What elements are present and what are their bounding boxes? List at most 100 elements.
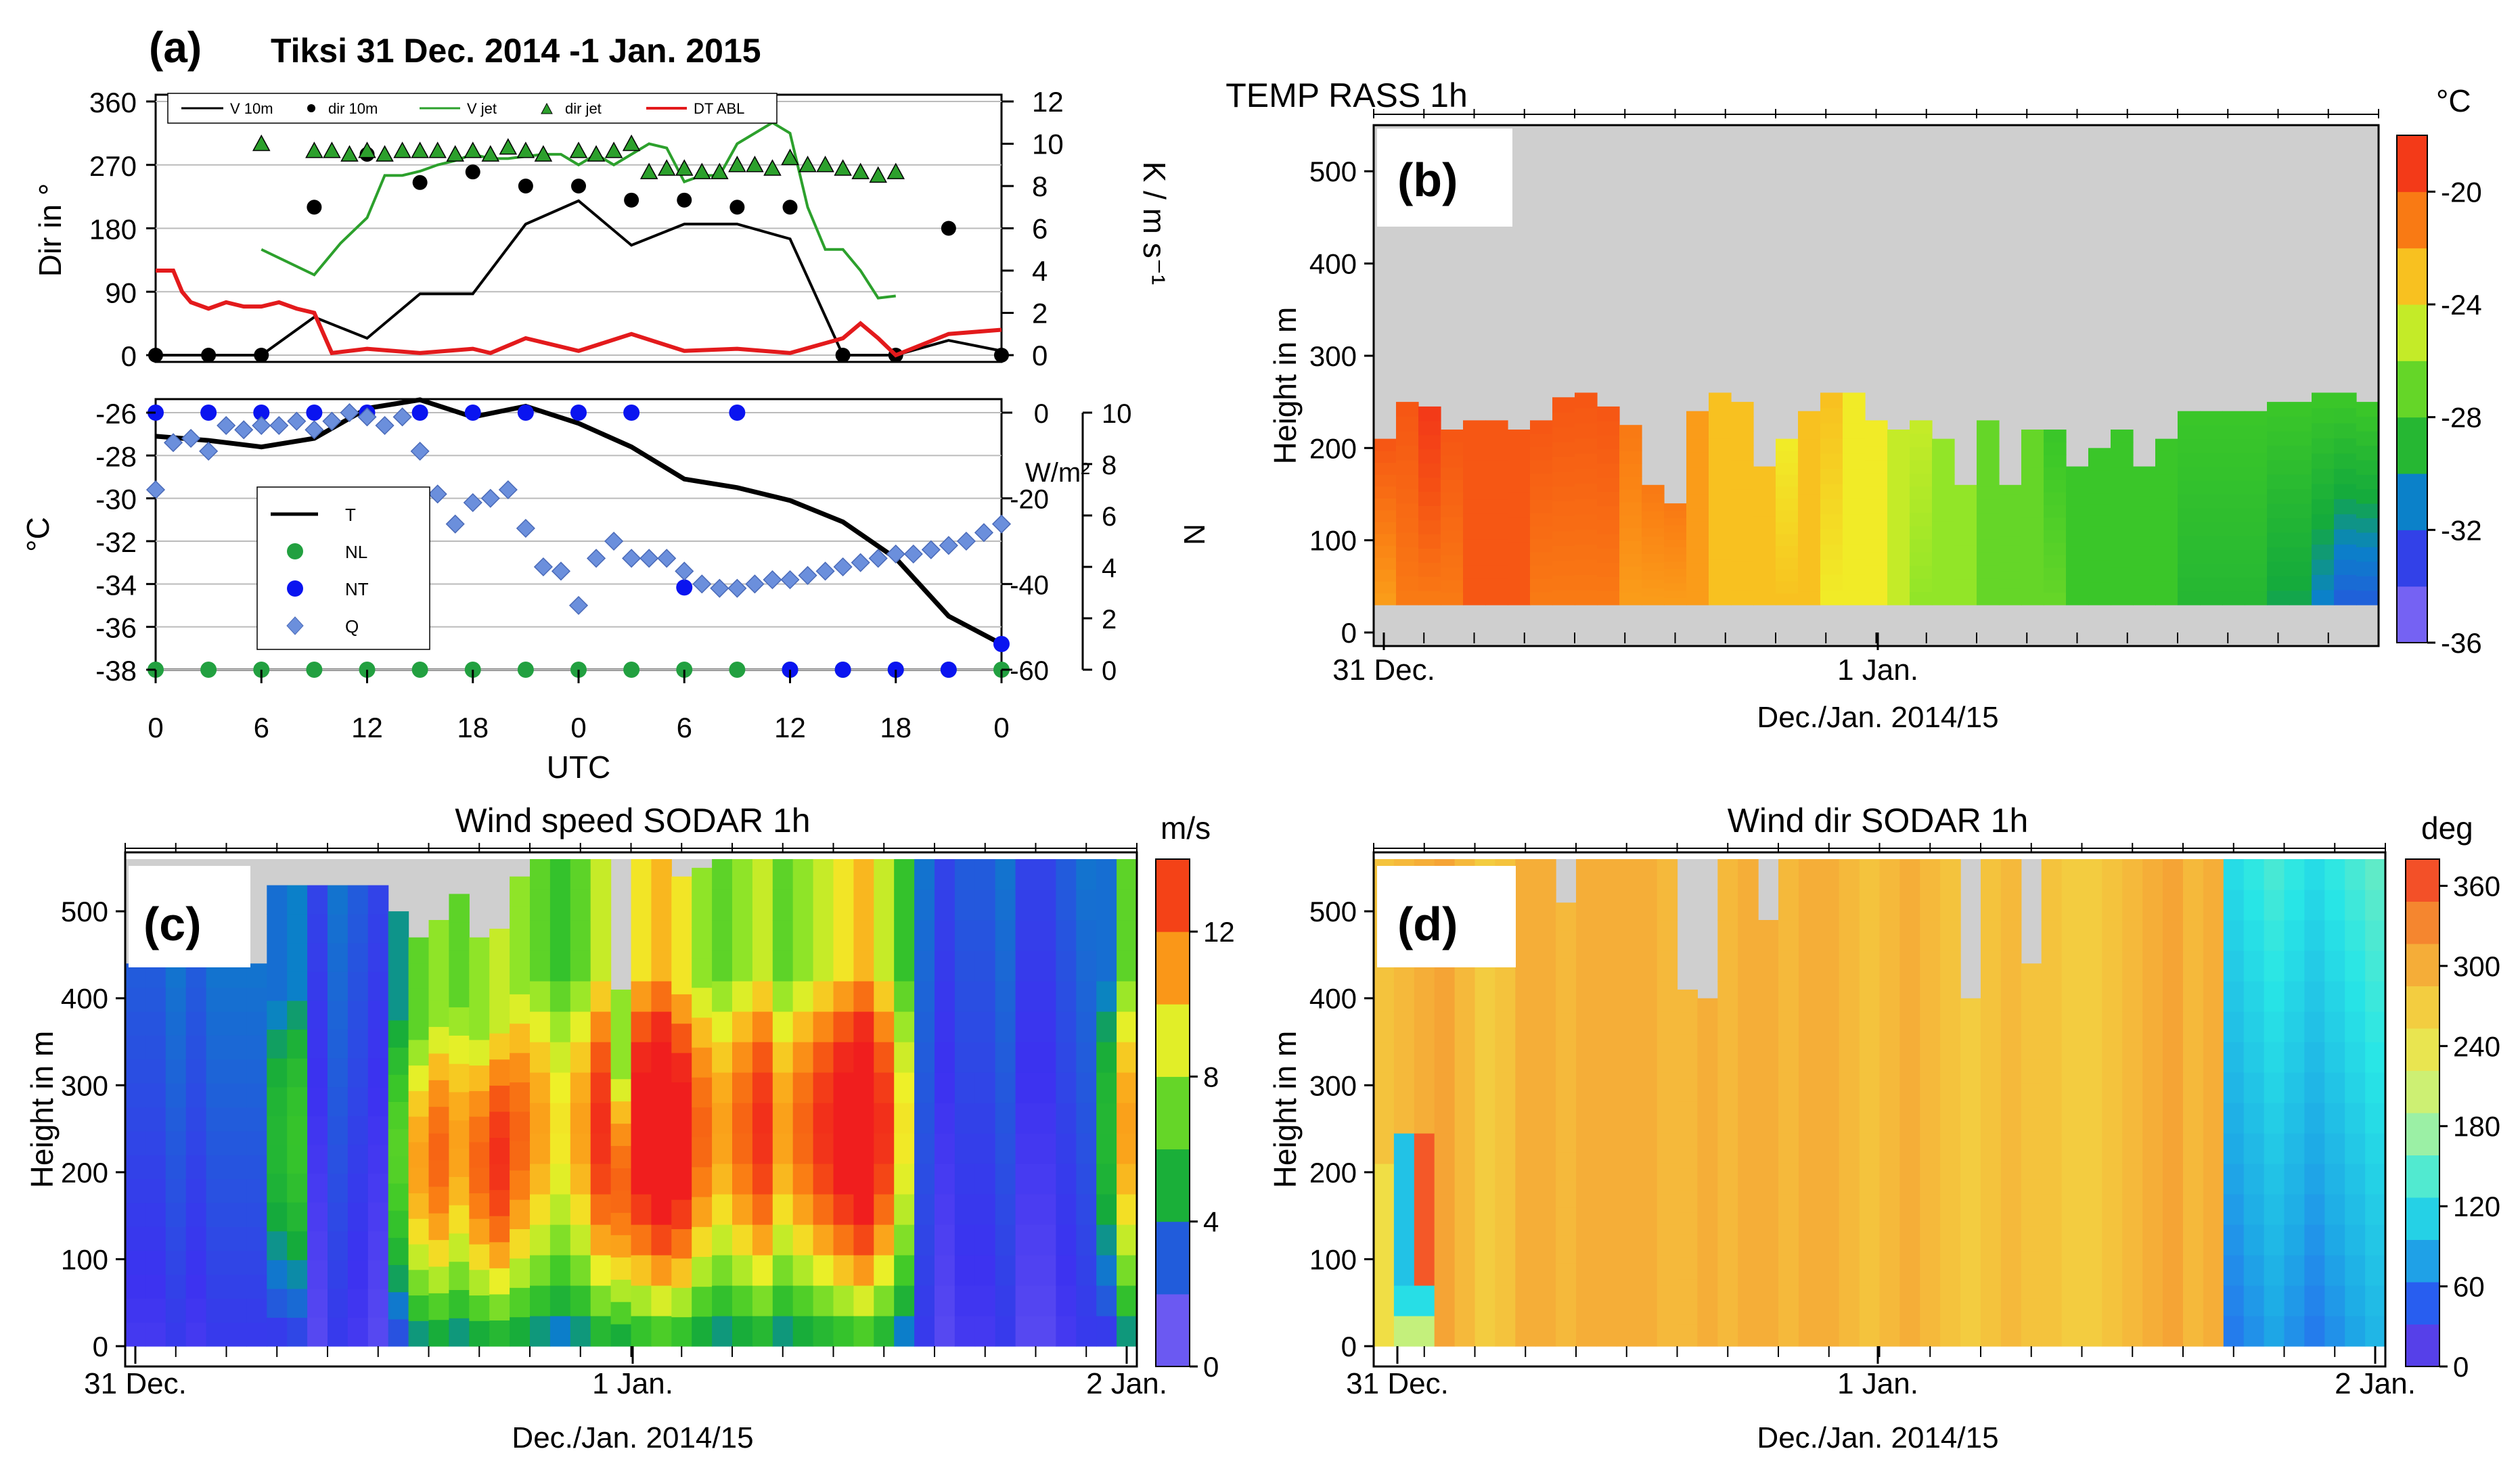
rass-cell <box>1798 466 1821 481</box>
sodar-speed-cell <box>651 1103 672 1134</box>
rass-cell <box>1552 575 1575 591</box>
sodar-speed-cell <box>935 1133 955 1164</box>
sodar-dir-cell <box>2021 1178 2042 1203</box>
sodar-speed-cell <box>549 1164 571 1195</box>
sodar-speed-cell <box>671 1053 692 1083</box>
rass-cell <box>2111 430 2134 443</box>
sodar-speed-cell <box>510 994 531 1024</box>
sodar-speed-cell <box>935 1316 955 1347</box>
sodar-speed-cell <box>489 1111 510 1138</box>
sodar-speed-cell <box>185 1035 207 1060</box>
sodar-dir-cell <box>1859 1133 1881 1164</box>
sodar-dir-cell <box>1636 859 1658 890</box>
sodar-speed-cell <box>549 890 571 921</box>
sodar-speed-cell <box>125 1035 146 1060</box>
sodar-speed-cell <box>307 1000 328 1030</box>
sodar-speed-cell <box>1076 920 1097 951</box>
sodar-speed-cell <box>246 1130 267 1155</box>
sodar-dir-cell <box>2203 1072 2224 1103</box>
sodar-dir-cell <box>1636 1194 1658 1225</box>
sodar-dir-cell <box>1454 1255 1476 1286</box>
yticklabel: 0 <box>93 1331 108 1362</box>
sodar-dir-cell <box>1677 1235 1698 1258</box>
sodar-dir-cell <box>1738 950 1759 982</box>
sodar-speed-cell <box>590 1255 612 1286</box>
colorbar-bin <box>2397 361 2427 418</box>
panel-b-cbar-unit: °C <box>2436 83 2471 118</box>
sodar-speed-cell <box>1076 1072 1097 1103</box>
sodar-dir-cell <box>1758 1319 1779 1347</box>
sodar-speed-cell <box>894 1224 915 1256</box>
sodar-speed-cell <box>449 1091 470 1121</box>
sodar-speed-cell <box>449 1148 470 1177</box>
rass-cell <box>2044 555 2067 568</box>
sodar-dir-cell <box>1738 1011 1759 1042</box>
sodar-speed-cell <box>692 867 713 898</box>
sodar-dir-cell <box>1576 920 1597 951</box>
dirjet-point <box>622 134 641 152</box>
sodar-speed-cell <box>995 981 1016 1012</box>
rass-cell <box>2066 565 2089 576</box>
sodar-dir-cell <box>1940 1011 1961 1042</box>
sodar-dir-cell <box>1596 1133 1617 1164</box>
sodar-dir-cell <box>2223 1042 2245 1073</box>
dirjet-point <box>711 162 729 179</box>
sodar-speed-cell <box>287 971 308 1001</box>
rass-cell <box>1575 438 1598 454</box>
sodar-dir-cell <box>2365 1255 2386 1286</box>
legend-nl: NL <box>345 542 367 562</box>
rass-cell <box>1441 505 1464 518</box>
sodar-speed-cell <box>367 1202 389 1232</box>
sodar-speed-cell <box>853 859 874 890</box>
rass-cell <box>1820 392 1843 409</box>
rass-cell <box>2200 535 2223 550</box>
dir10m-point <box>465 164 480 180</box>
sodar-dir-cell <box>1535 1011 1556 1042</box>
panel-a-top-yticklabel-right: 6 <box>1032 213 1048 245</box>
rass-cell <box>1753 565 1776 576</box>
rass-cell <box>2312 559 2335 575</box>
rass-cell <box>2021 530 2044 543</box>
rass-cell <box>2245 411 2268 426</box>
rass-cell <box>2334 574 2357 591</box>
colorbar-ticklabel: 240 <box>2453 1030 2500 1062</box>
rass-cell <box>2021 542 2044 555</box>
rass-cell <box>1619 451 1642 464</box>
sodar-speed-cell <box>246 1322 267 1347</box>
rass-cell <box>2222 480 2245 495</box>
sodar-dir-cell <box>2102 890 2123 921</box>
sodar-dir-cell <box>1778 1194 1799 1225</box>
rass-cell <box>1954 528 1977 537</box>
sodar-speed-cell <box>510 1287 531 1318</box>
panel-a-top-yticklabel-left: 180 <box>89 214 137 246</box>
sodar-speed-cell <box>894 1103 915 1134</box>
sodar-speed-cell <box>125 963 146 988</box>
sodar-dir-cell <box>2264 1103 2285 1134</box>
rass-cell <box>1977 526 2000 540</box>
sodar-speed-cell <box>651 1042 672 1073</box>
series-line-v-jet <box>261 120 896 300</box>
sodar-dir-cell <box>1697 1085 1718 1108</box>
sodar-speed-cell <box>894 1072 915 1103</box>
rass-cell <box>2289 474 2312 490</box>
rass-cell <box>1932 451 1955 463</box>
rass-cell <box>1552 560 1575 576</box>
sodar-dir-cell <box>1738 890 1759 921</box>
sodar-speed-cell <box>833 981 854 1012</box>
sodar-speed-cell <box>954 981 976 1012</box>
sodar-speed-cell <box>954 859 976 890</box>
q-point <box>991 514 1012 534</box>
panel-c-xlabel: Dec./Jan. 2014/15 <box>512 1421 753 1454</box>
sodar-dir-cell <box>1899 1042 1920 1073</box>
sodar-dir-cell <box>1576 1316 1597 1347</box>
sodar-speed-cell <box>874 981 895 1012</box>
colorbar-ticklabel: 4 <box>1203 1206 1219 1238</box>
sodar-dir-cell <box>2041 1224 2063 1256</box>
sodar-dir-cell <box>1798 950 1820 982</box>
sodar-speed-cell <box>610 1145 632 1169</box>
sodar-speed-cell <box>732 1255 753 1286</box>
sodar-dir-cell <box>2223 981 2245 1012</box>
rass-cell <box>1932 545 1955 558</box>
rass-cell <box>1798 480 1821 495</box>
